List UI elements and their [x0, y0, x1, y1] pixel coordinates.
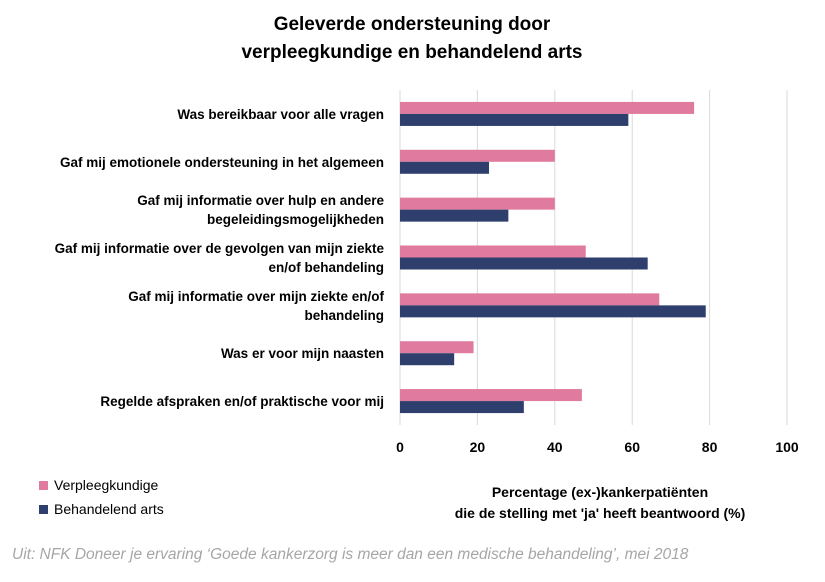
source-note: Uit: NFK Doneer je ervaring ‘Goede kanke…	[12, 546, 689, 563]
bar-verpleegkundige	[400, 389, 582, 402]
bar-behandelend-arts	[400, 257, 648, 270]
chart-title-line: verpleegkundige en behandelend arts	[241, 42, 582, 63]
x-axis-label-line: Percentage (ex-)kankerpatiënten	[492, 484, 708, 500]
bar-verpleegkundige	[400, 101, 695, 114]
bar-verpleegkundige	[400, 245, 586, 258]
category-label: Regelde afspraken en/of praktische voor …	[100, 394, 384, 409]
category-label: en/of behandeling	[268, 260, 384, 275]
bar-verpleegkundige	[400, 197, 555, 210]
bar-behandelend-arts	[400, 161, 490, 174]
x-tick-label: 100	[775, 439, 799, 455]
bar-verpleegkundige	[400, 149, 555, 162]
bar-behandelend-arts	[400, 353, 455, 366]
x-tick-label: 60	[624, 439, 640, 455]
category-label: Was er voor mijn naasten	[221, 346, 384, 361]
category-label: Gaf mij informatie over mijn ziekte en/o…	[128, 289, 384, 304]
bar-behandelend-arts	[400, 113, 629, 126]
legend-swatch	[39, 481, 48, 490]
legend: Verpleegkundige Behandelend arts	[39, 477, 164, 517]
bar-behandelend-arts	[400, 401, 524, 414]
bars	[400, 101, 706, 414]
category-label: Gaf mij informatie over de gevolgen van …	[55, 241, 385, 256]
bar-verpleegkundige	[400, 293, 660, 306]
bar-behandelend-arts	[400, 209, 509, 222]
category-label: Gaf mij emotionele ondersteuning in het …	[60, 155, 384, 170]
x-tick-labels: 0 20 40 60 80 100	[396, 439, 799, 455]
category-labels: Was bereikbaar voor alle vragen Gaf mij e…	[55, 107, 385, 409]
chart-title: Geleverde ondersteuning door verpleegkund…	[241, 14, 582, 63]
x-axis-label: Percentage (ex-)kankerpatiënten die de st…	[455, 484, 746, 521]
x-tick-label: 20	[470, 439, 486, 455]
category-label: begeleidingsmogelijkheden	[207, 212, 384, 227]
bar-verpleegkundige	[400, 341, 474, 354]
legend-label: Behandelend arts	[54, 501, 164, 517]
x-tick-label: 40	[547, 439, 563, 455]
chart-title-line: Geleverde ondersteuning door	[274, 14, 551, 35]
x-tick-label: 0	[396, 439, 404, 455]
bar-chart: Geleverde ondersteuning door verpleegkund…	[39, 14, 799, 521]
x-tick-label: 80	[702, 439, 718, 455]
x-axis-label-line: die de stelling met 'ja' heeft beantwoor…	[455, 505, 746, 521]
category-label: behandeling	[304, 308, 384, 323]
category-label: Was bereikbaar voor alle vragen	[177, 107, 384, 122]
legend-swatch	[39, 505, 48, 514]
legend-label: Verpleegkundige	[54, 477, 159, 493]
bar-behandelend-arts	[400, 305, 706, 318]
category-label: Gaf mij informatie over hulp en andere	[137, 193, 384, 208]
